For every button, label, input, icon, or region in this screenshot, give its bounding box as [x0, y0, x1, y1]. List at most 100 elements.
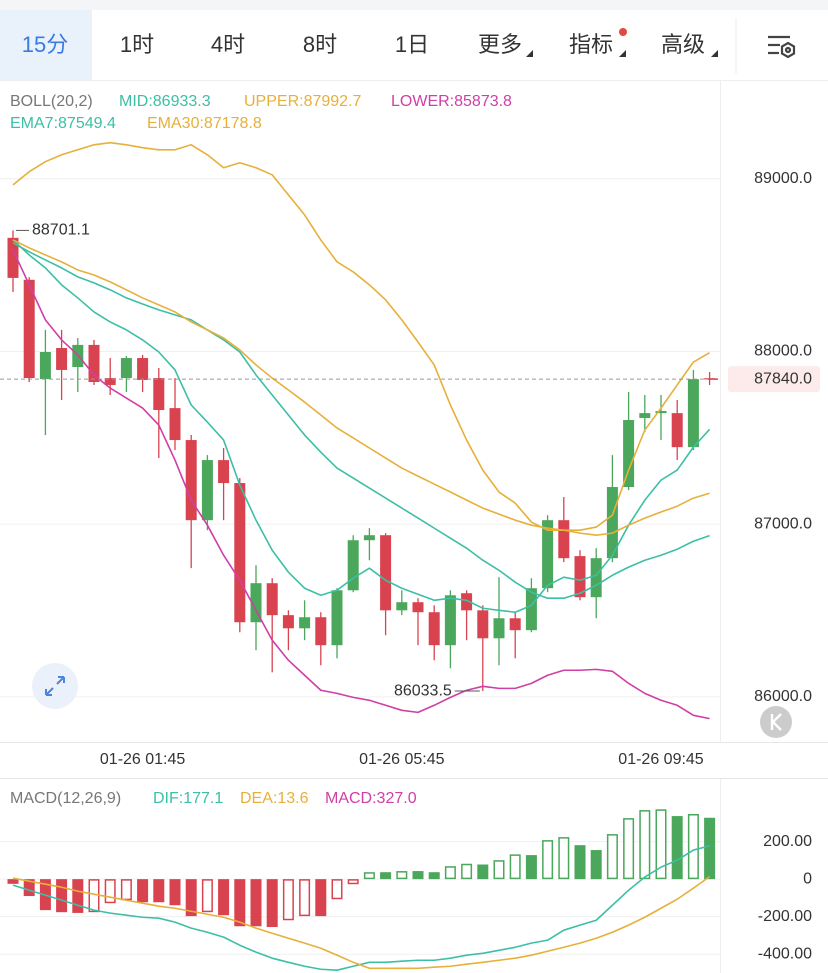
extreme-label: 88701.1 [32, 222, 90, 239]
last-price-badge [728, 366, 820, 393]
legend-item: MID:86933.3 [119, 93, 211, 110]
dropdown-arrow [619, 50, 626, 57]
macd-bar [201, 879, 213, 913]
candle-body [7, 237, 19, 278]
candle-body [623, 420, 635, 488]
candle-body [104, 378, 116, 385]
macd-bar [493, 860, 505, 880]
macd-bar [623, 818, 635, 880]
macd-bar [120, 879, 132, 901]
y-tick-label: -400.00 [758, 945, 812, 962]
legend-item: MACD:327.0 [325, 790, 417, 807]
macd-bar [428, 872, 440, 880]
candle-body [574, 556, 586, 598]
macd-bar [137, 879, 149, 903]
candle-body [266, 583, 278, 616]
indicator-line [12, 239, 711, 614]
legend-item: EMA7:87549.4 [10, 115, 116, 132]
macd-bar [396, 871, 408, 880]
macd-bar [542, 840, 554, 880]
candle-body [363, 535, 375, 541]
x-tick-label: 01-26 01:45 [100, 751, 186, 768]
tab[interactable]: 高级 [661, 32, 705, 57]
legend-item: EMA30:87178.8 [147, 115, 262, 132]
macd-bar [606, 834, 618, 880]
macd-bar [461, 863, 473, 880]
scroll-latest-button[interactable] [760, 706, 792, 738]
tab[interactable]: 8时 [303, 32, 337, 57]
tab[interactable]: 更多 [478, 32, 522, 57]
top-strip [0, 0, 828, 10]
y-tick-label: 0 [803, 870, 812, 887]
macd-bar [558, 837, 570, 880]
macd-bar [56, 879, 68, 913]
indicator-line [12, 845, 710, 971]
x-tick-label: 01-26 09:45 [618, 751, 704, 768]
indicator-line [12, 141, 710, 531]
macd-bar [185, 879, 197, 917]
candle-body [558, 520, 570, 559]
candle-body [120, 358, 132, 379]
macd-bar [655, 809, 667, 880]
candle-body [185, 440, 197, 521]
y-tick-label: -200.00 [758, 908, 812, 925]
indicator-label: MACD(12,26,9) [10, 790, 121, 807]
legend-item: DEA:13.6 [240, 790, 309, 807]
macd-bar [525, 855, 537, 880]
notice-dot [619, 28, 627, 36]
macd-bar [671, 816, 683, 880]
y-tick-label: 88000.0 [754, 343, 812, 360]
macd-bar [234, 879, 246, 927]
marks-layer: 86000.0 87000.0 88000.0 89000.0 01-26 01:45 0… [0, 141, 820, 971]
macd-bar [169, 879, 181, 906]
candle-body [671, 413, 683, 448]
candle-body [412, 602, 424, 613]
dropdown-arrow [526, 50, 533, 57]
candle-body [282, 615, 294, 629]
candle-body [428, 612, 440, 646]
candle-body [444, 595, 456, 646]
macd-bar [509, 854, 521, 880]
macd-bar [282, 879, 294, 921]
candle-body [169, 408, 181, 441]
y-tick-label: 86000.0 [754, 688, 812, 705]
macd-bar [218, 879, 230, 916]
candle-body [542, 520, 554, 589]
macd-bar [574, 845, 586, 880]
extreme-label: 86033.5 [394, 682, 452, 699]
macd-bar [250, 879, 262, 927]
tab[interactable]: 4时 [211, 32, 245, 57]
candle-body [137, 358, 149, 380]
tab[interactable]: 1时 [120, 32, 154, 57]
macd-bar [23, 879, 35, 897]
candle-body [639, 413, 651, 418]
macd-bar [477, 864, 489, 880]
macd-bar [88, 879, 100, 913]
tab[interactable]: 1日 [395, 32, 429, 57]
macd-bar [590, 850, 602, 880]
settings-icon[interactable] [768, 35, 796, 59]
macd-bar [380, 872, 392, 880]
indicator-line [12, 239, 710, 536]
indicator-line [12, 875, 711, 970]
y-tick-label: 87000.0 [754, 515, 812, 532]
macd-bar [299, 879, 311, 917]
macd-bar [153, 879, 165, 903]
candle-body [590, 558, 602, 598]
tab[interactable]: 15分 [22, 32, 68, 57]
candle-body [201, 460, 213, 521]
candle-body [234, 483, 246, 623]
indicator-line [12, 242, 710, 600]
expand-button[interactable] [32, 663, 78, 709]
indicator-line [12, 249, 710, 720]
last-price-label: 87840.0 [754, 370, 812, 387]
candle-body [315, 617, 327, 646]
y-tick-label: 200.00 [763, 833, 812, 850]
candle-body [396, 602, 408, 611]
candle-body [525, 588, 537, 631]
macd-bar [412, 871, 424, 880]
tab[interactable]: 指标 [569, 32, 613, 57]
macd-bar [104, 879, 116, 904]
